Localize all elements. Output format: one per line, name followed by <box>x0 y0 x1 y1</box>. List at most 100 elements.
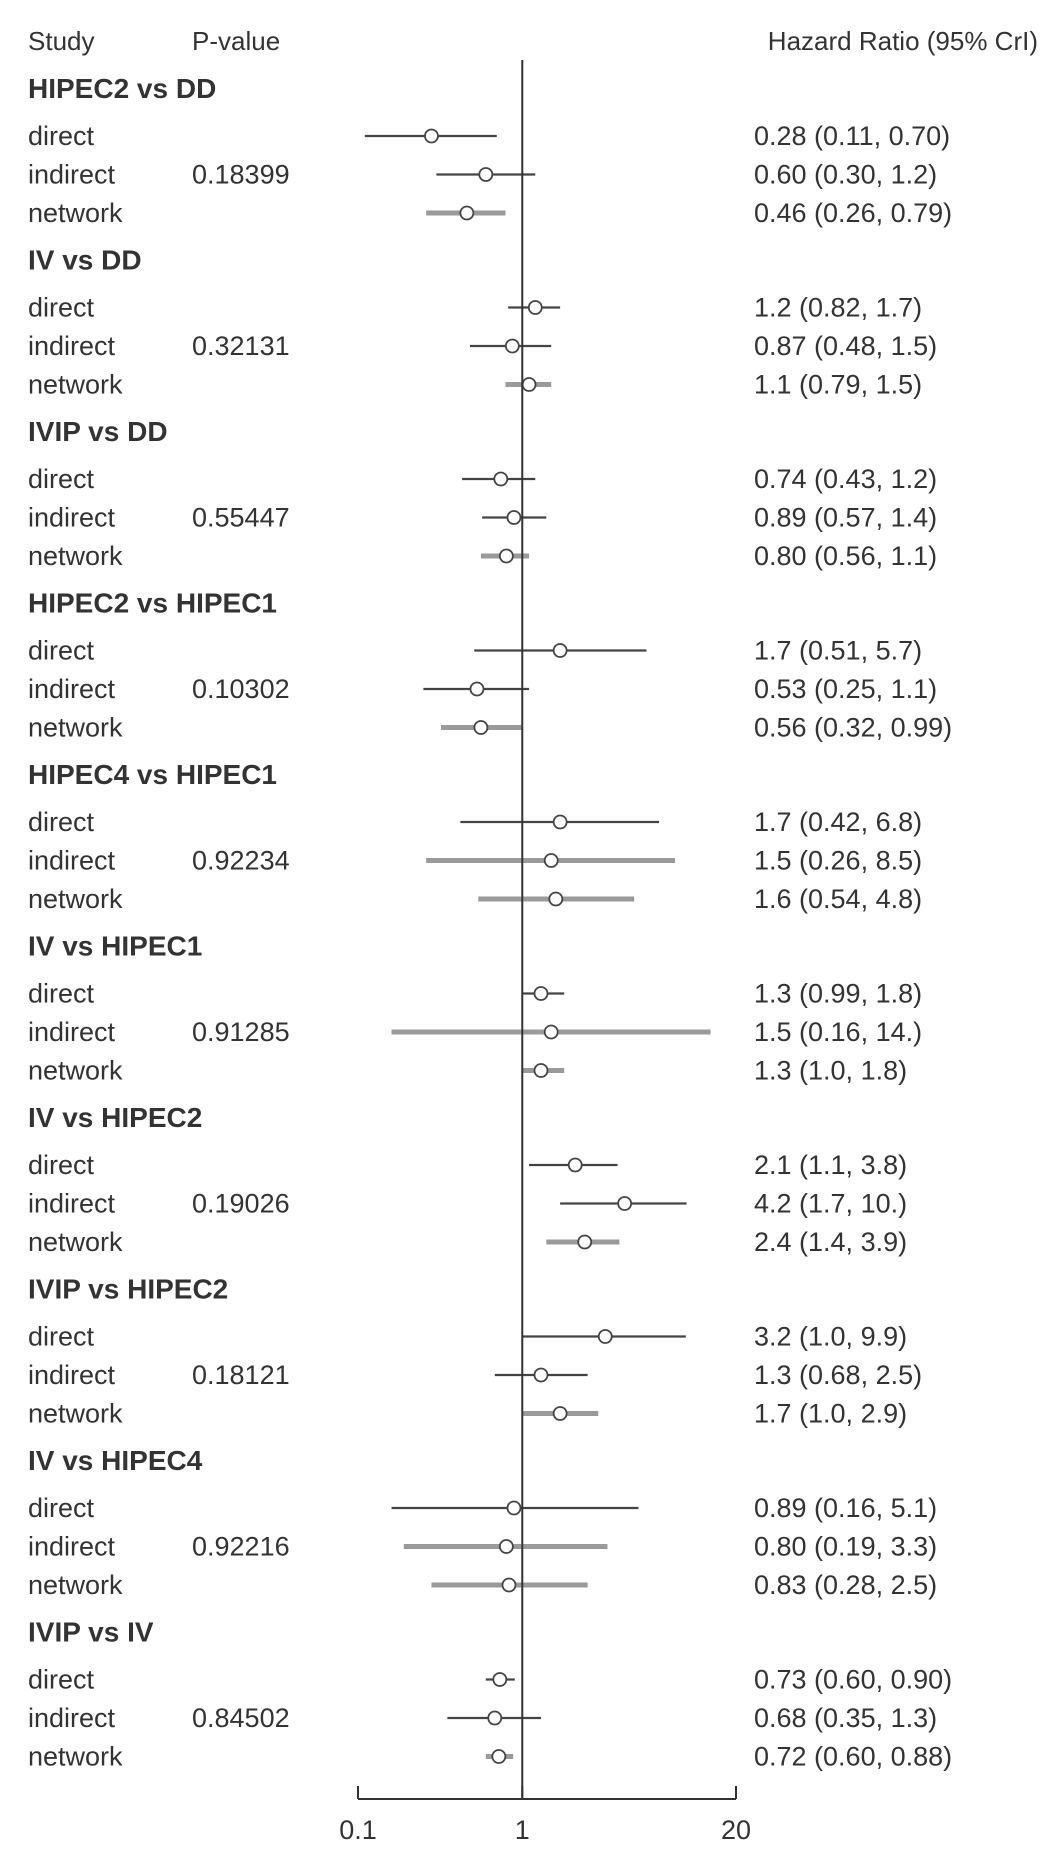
effect-estimate-text: 1.5 (0.26, 8.5) <box>754 846 922 876</box>
effect-estimate-text: 4.2 (1.7, 10.) <box>754 1189 907 1219</box>
effect-estimate-text: 0.89 (0.16, 5.1) <box>754 1493 937 1523</box>
rows-layer: HIPEC2 vs DD direct 0.28 (0.11, 0.70) indir… <box>28 73 952 1772</box>
comparison-group: IVIP vs DD direct 0.74 (0.43, 1.2) indirect… <box>28 416 937 571</box>
comparison-group: IV vs HIPEC1 direct 1.3 (0.99, 1.8) indirec… <box>28 931 922 1086</box>
row-label: indirect <box>28 160 116 190</box>
row-label: direct <box>28 636 95 666</box>
point-estimate-marker <box>552 643 568 658</box>
p-value: 0.55447 <box>192 503 290 533</box>
effect-estimate-text: 0.60 (0.30, 1.2) <box>754 160 937 190</box>
row-label: indirect <box>28 503 116 533</box>
group-label: IVIP vs HIPEC2 <box>28 1274 228 1305</box>
point-estimate-marker <box>533 1063 549 1078</box>
effect-estimate-text: 0.53 (0.25, 1.1) <box>754 674 937 704</box>
row-label: network <box>28 198 123 228</box>
row-label: direct <box>28 121 95 151</box>
comparison-group: HIPEC4 vs HIPEC1 direct 1.7 (0.42, 6.8) ind… <box>28 759 922 914</box>
p-value: 0.92216 <box>192 1532 290 1562</box>
effect-estimate-text: 0.89 (0.57, 1.4) <box>754 503 937 533</box>
row-label: network <box>28 1227 123 1257</box>
row-label: network <box>28 884 123 914</box>
p-value: 0.84502 <box>192 1703 290 1733</box>
row-label: network <box>28 541 123 571</box>
row-label: direct <box>28 293 95 323</box>
x-axis: 0.1 1 20 <box>339 60 751 1845</box>
effect-estimate-text: 0.74 (0.43, 1.2) <box>754 464 937 494</box>
row-label: indirect <box>28 1532 116 1562</box>
group-label: IV vs HIPEC1 <box>28 931 202 962</box>
effect-estimate-text: 0.46 (0.26, 0.79) <box>754 198 952 228</box>
row-label: direct <box>28 464 95 494</box>
study-column-header: Study <box>28 26 95 56</box>
effect-estimate-text: 0.73 (0.60, 0.90) <box>754 1665 952 1695</box>
pvalue-column-header: P-value <box>192 26 280 56</box>
marks-layer <box>364 128 711 1764</box>
group-label: IVIP vs IV <box>28 1617 154 1648</box>
effect-estimate-text: 1.5 (0.16, 14.) <box>754 1017 922 1047</box>
row-label: direct <box>28 1493 95 1523</box>
effect-estimate-text: 3.2 (1.0, 9.9) <box>754 1322 907 1352</box>
row-label: indirect <box>28 674 116 704</box>
effect-estimate-text: 2.1 (1.1, 3.8) <box>754 1150 907 1180</box>
point-estimate-marker <box>491 1749 507 1764</box>
effect-estimate-text: 0.87 (0.48, 1.5) <box>754 331 937 361</box>
row-label: indirect <box>28 1017 116 1047</box>
point-estimate-marker <box>506 1500 522 1516</box>
point-estimate-marker <box>478 167 494 182</box>
x-tick-label: 1 <box>515 1815 530 1845</box>
row-label: direct <box>28 1665 95 1695</box>
x-tick-label: 0.1 <box>339 1815 377 1845</box>
effect-estimate-text: 0.83 (0.28, 2.5) <box>754 1570 937 1600</box>
comparison-group: IV vs HIPEC4 direct 0.89 (0.16, 5.1) indire… <box>28 1445 937 1600</box>
point-estimate-marker <box>521 377 537 392</box>
comparison-group: IVIP vs IV direct 0.73 (0.60, 0.90) indirec… <box>28 1617 952 1772</box>
row-label: network <box>28 1056 123 1086</box>
p-value: 0.32131 <box>192 331 290 361</box>
point-estimate-marker <box>501 1577 517 1593</box>
p-value: 0.18121 <box>192 1360 290 1390</box>
comparison-group: HIPEC2 vs HIPEC1 direct 1.7 (0.51, 5.7) ind… <box>28 588 952 743</box>
point-estimate-marker <box>469 681 485 697</box>
comparison-group: IV vs DD direct 1.2 (0.82, 1.7) indirect 0.3… <box>28 245 937 400</box>
effect-estimate-text: 0.56 (0.32, 0.99) <box>754 713 952 743</box>
effect-estimate-text: 1.6 (0.54, 4.8) <box>754 884 922 914</box>
row-label: indirect <box>28 1360 116 1390</box>
point-estimate-marker <box>567 1157 583 1173</box>
group-label: IV vs HIPEC4 <box>28 1445 203 1476</box>
p-value: 0.19026 <box>192 1189 290 1219</box>
row-label: network <box>28 370 123 400</box>
effect-estimate-text: 1.7 (1.0, 2.9) <box>754 1399 907 1429</box>
row-label: direct <box>28 1322 95 1352</box>
point-estimate-marker <box>459 205 475 221</box>
group-label: IVIP vs DD <box>28 416 168 447</box>
effect-estimate-text: 1.3 (1.0, 1.8) <box>754 1056 907 1086</box>
row-label: network <box>28 713 123 743</box>
point-estimate-marker <box>493 471 509 487</box>
point-estimate-marker <box>473 720 489 735</box>
point-estimate-marker <box>552 814 568 830</box>
effect-estimate-text: 1.2 (0.82, 1.7) <box>754 293 922 323</box>
point-estimate-marker <box>504 338 520 354</box>
point-estimate-marker <box>487 1710 503 1726</box>
row-label: indirect <box>28 1703 116 1733</box>
effect-estimate-text: 0.80 (0.19, 3.3) <box>754 1532 937 1562</box>
effect-column-header: Hazard Ratio (95% CrI) <box>768 26 1038 56</box>
group-label: HIPEC4 vs HIPEC1 <box>28 759 277 790</box>
effect-estimate-text: 0.80 (0.56, 1.1) <box>754 541 937 571</box>
effect-estimate-text: 1.3 (0.99, 1.8) <box>754 979 922 1009</box>
effect-estimate-text: 1.7 (0.51, 5.7) <box>754 636 922 666</box>
group-label: IV vs HIPEC2 <box>28 1102 202 1133</box>
group-label: HIPEC2 vs HIPEC1 <box>28 588 277 619</box>
comparison-group: IV vs HIPEC2 direct 2.1 (1.1, 3.8) indirect… <box>28 1102 907 1257</box>
column-headers: Study P-value Hazard Ratio (95% CrI) <box>28 26 1038 56</box>
point-estimate-marker <box>506 510 522 525</box>
group-label: IV vs DD <box>28 245 142 276</box>
row-label: network <box>28 1399 123 1429</box>
point-estimate-marker <box>533 1367 549 1383</box>
row-label: indirect <box>28 846 116 876</box>
point-estimate-marker <box>533 986 549 1001</box>
row-label: indirect <box>28 1189 116 1219</box>
row-label: network <box>28 1742 123 1772</box>
comparison-group: IVIP vs HIPEC2 direct 3.2 (1.0, 9.9) indire… <box>28 1274 922 1429</box>
group-label: HIPEC2 vs DD <box>28 73 216 104</box>
